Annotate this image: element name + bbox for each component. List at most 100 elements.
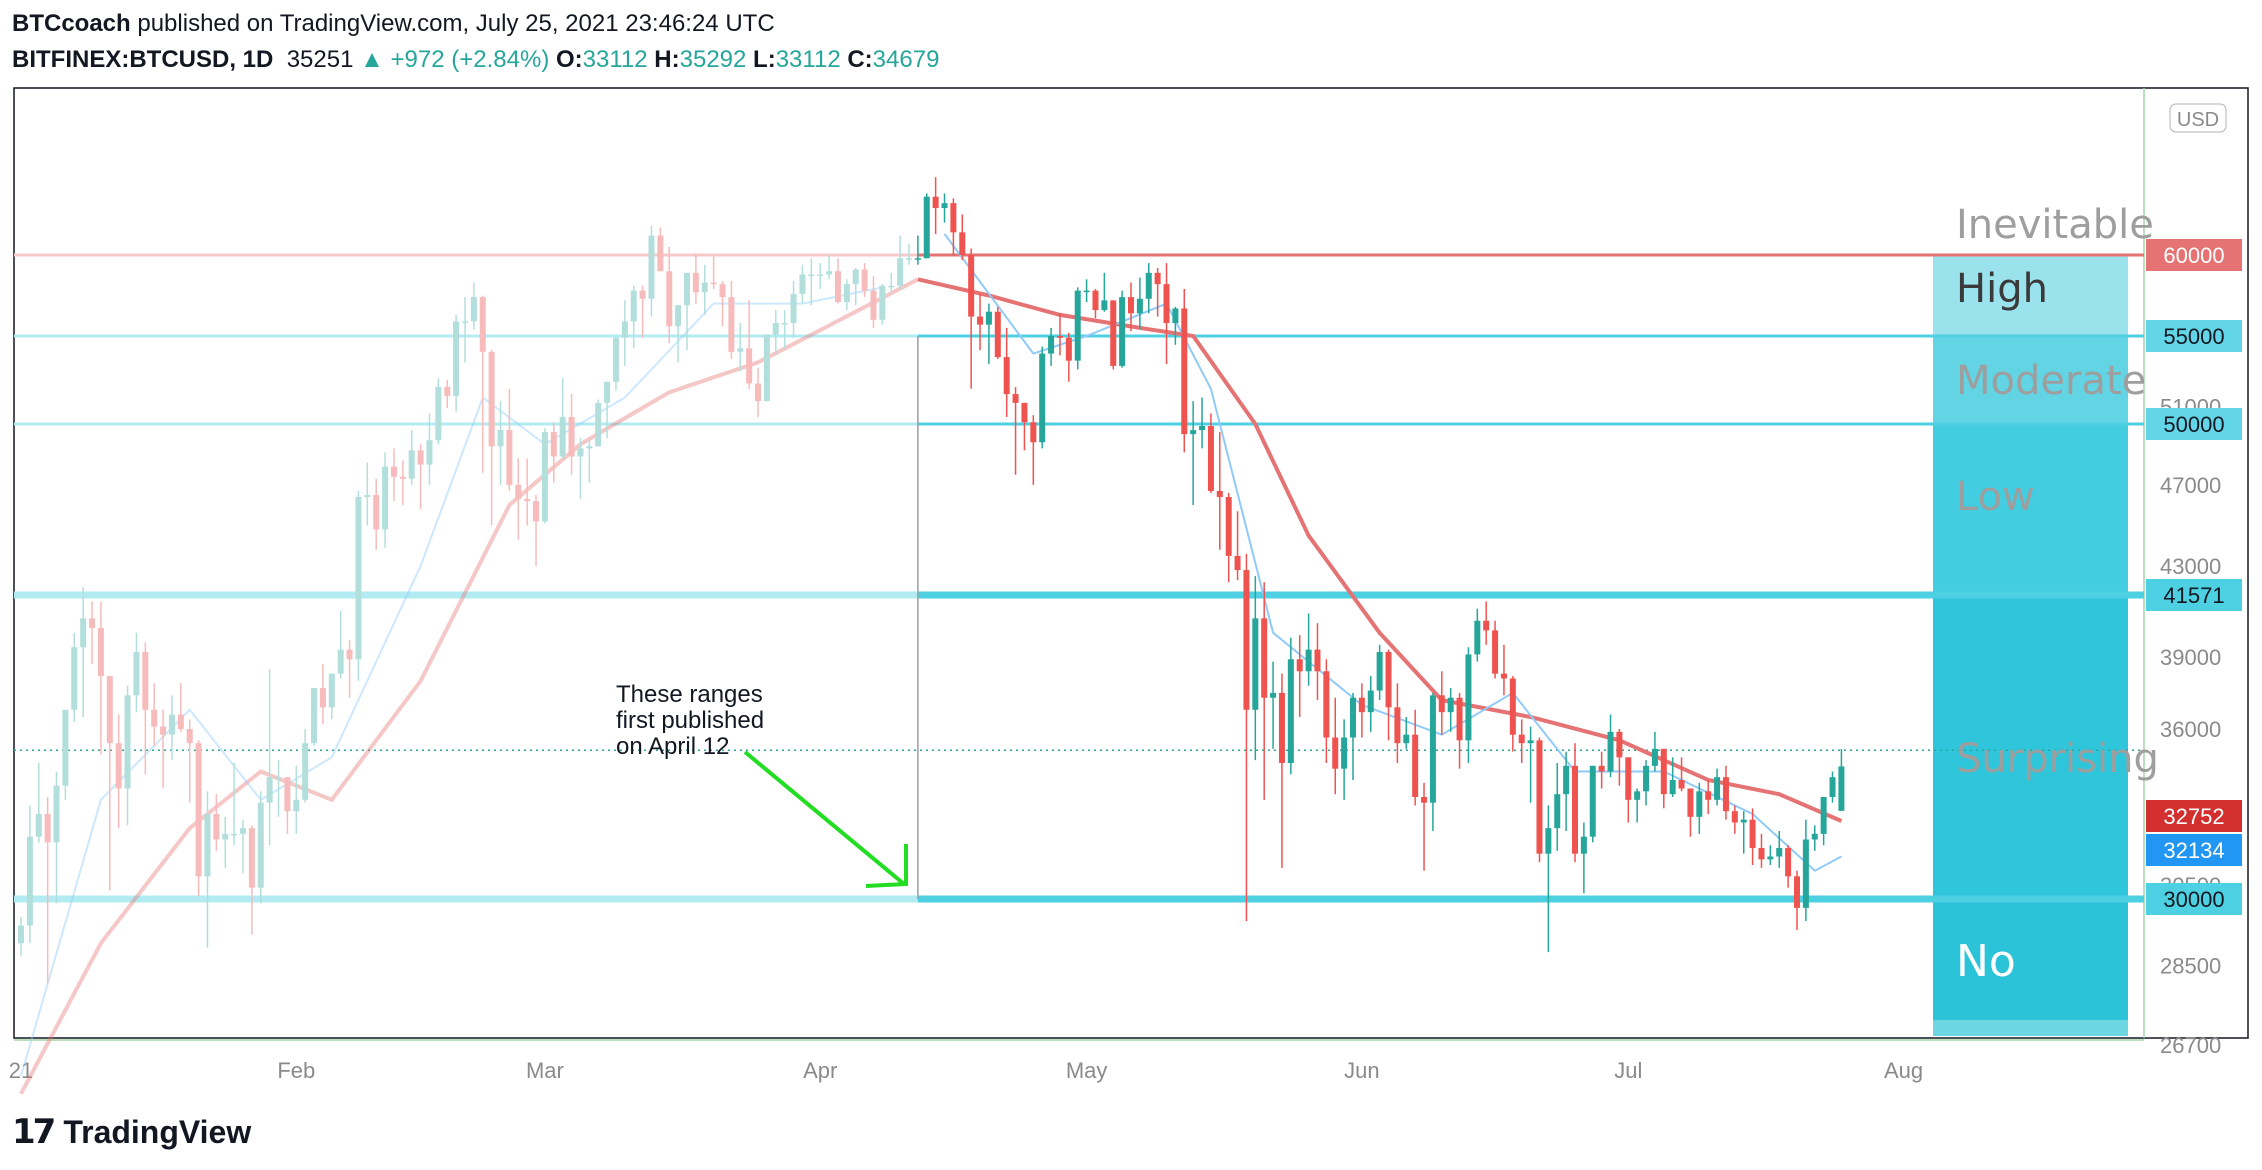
zone-band-bottom bbox=[1933, 1020, 2128, 1036]
candle-body bbox=[284, 777, 291, 812]
ma-slow-line bbox=[917, 277, 1843, 823]
candle-body bbox=[1190, 430, 1197, 435]
currency-badge-label: USD bbox=[2177, 109, 2219, 131]
candle-body bbox=[462, 321, 468, 323]
candle-body bbox=[1731, 811, 1738, 823]
candle-body bbox=[1207, 426, 1214, 491]
risk-zones bbox=[1933, 255, 2128, 1036]
price-badge-label: 55000 bbox=[2163, 324, 2224, 349]
candle-body bbox=[1083, 290, 1090, 293]
candle-body bbox=[1500, 673, 1507, 679]
candle-body bbox=[1794, 876, 1800, 908]
candle-body bbox=[1811, 833, 1818, 840]
candle-body bbox=[231, 833, 238, 836]
zone-label: Moderate bbox=[1956, 358, 2146, 404]
candle-body bbox=[257, 802, 264, 888]
candle-body bbox=[1527, 740, 1534, 744]
candle-body bbox=[763, 334, 770, 402]
symbol-name: BITFINEX:BTCUSD, 1D bbox=[12, 46, 274, 73]
candle-body bbox=[453, 321, 460, 396]
last-price: 35251 bbox=[286, 46, 354, 73]
candle-body bbox=[684, 272, 690, 306]
candle-body bbox=[35, 814, 42, 837]
candle-body bbox=[1021, 402, 1028, 423]
candle-body bbox=[364, 495, 371, 498]
candle-body bbox=[950, 203, 957, 233]
candle-body bbox=[1305, 649, 1312, 672]
candle-body bbox=[204, 814, 211, 877]
candle-body bbox=[1136, 298, 1143, 314]
candle-body bbox=[790, 293, 797, 324]
candle-body bbox=[1199, 426, 1206, 431]
x-tick-label: Jul bbox=[1614, 1058, 1642, 1083]
y-tick-label: 47000 bbox=[2160, 473, 2221, 498]
candle-body bbox=[497, 430, 504, 447]
candle-body bbox=[382, 466, 389, 530]
symbol-line: BITFINEX:BTCUSD, 1D 35251 ▲ +972 (+2.84%… bbox=[12, 46, 939, 74]
candle-body bbox=[1278, 692, 1285, 763]
open-value: 33112 bbox=[582, 46, 648, 73]
author-name[interactable]: BTCcoach bbox=[12, 10, 131, 37]
candle-body bbox=[1296, 659, 1303, 672]
price-badge-label: 60000 bbox=[2163, 243, 2224, 268]
candle-body bbox=[1802, 839, 1809, 908]
candle-body bbox=[755, 383, 762, 402]
tradingview-logo-text: TradingView bbox=[63, 1113, 252, 1150]
candle-body bbox=[985, 311, 992, 325]
candle-body bbox=[1243, 570, 1250, 710]
low-label: L: bbox=[753, 46, 776, 73]
candle-body bbox=[97, 627, 104, 677]
candle-body bbox=[746, 348, 753, 384]
candle-body bbox=[861, 269, 868, 291]
candle-body bbox=[1767, 856, 1774, 860]
candle-body bbox=[852, 269, 859, 285]
candle-body bbox=[26, 836, 33, 926]
price-badge bbox=[2146, 834, 2242, 866]
candle-body bbox=[1341, 737, 1348, 769]
candle-body bbox=[1714, 777, 1721, 800]
tradingview-logo[interactable]: 17 TradingView bbox=[12, 1112, 251, 1152]
candle-body bbox=[1785, 848, 1792, 877]
candle-body bbox=[293, 799, 300, 812]
candle-body bbox=[1261, 618, 1268, 698]
candle-body bbox=[168, 714, 175, 735]
zone-label: Inevitable bbox=[1956, 202, 2154, 248]
candle-body bbox=[1216, 490, 1223, 498]
candle-body bbox=[346, 649, 353, 660]
candle-body bbox=[1234, 555, 1241, 571]
candle-body bbox=[701, 282, 708, 293]
candle-body bbox=[417, 450, 424, 465]
candle-body bbox=[1039, 353, 1046, 443]
candle-body bbox=[719, 284, 726, 298]
zone-band bbox=[1933, 255, 2128, 336]
candle-body bbox=[826, 271, 833, 275]
candle-body bbox=[337, 649, 344, 674]
price-badge bbox=[2146, 239, 2242, 271]
candle-body bbox=[355, 497, 362, 660]
candle-body bbox=[160, 726, 167, 735]
candle-body bbox=[808, 274, 815, 276]
candle-body bbox=[879, 285, 886, 320]
candle-body bbox=[559, 416, 566, 457]
candle-body bbox=[1270, 692, 1277, 698]
candle-body bbox=[222, 833, 229, 840]
horizontal-levels bbox=[14, 253, 2144, 903]
candle-body bbox=[71, 647, 78, 710]
candle-body bbox=[1403, 734, 1410, 744]
candle-body bbox=[302, 743, 309, 800]
candle-body bbox=[595, 402, 602, 447]
candle-body bbox=[1474, 620, 1481, 655]
candle-body bbox=[524, 499, 531, 502]
candle-body bbox=[1092, 290, 1099, 311]
price-badge-label: 32752 bbox=[2163, 804, 2224, 829]
close-value: 34679 bbox=[872, 46, 940, 73]
candle-body bbox=[675, 305, 682, 327]
candle-body bbox=[923, 196, 930, 259]
candle-body bbox=[1776, 848, 1783, 857]
price-badge bbox=[2146, 320, 2242, 352]
candle-body bbox=[1518, 734, 1525, 744]
y-tick-label: 26700 bbox=[2160, 1033, 2221, 1058]
candle-body bbox=[1829, 777, 1836, 797]
candle-body bbox=[1758, 848, 1765, 860]
